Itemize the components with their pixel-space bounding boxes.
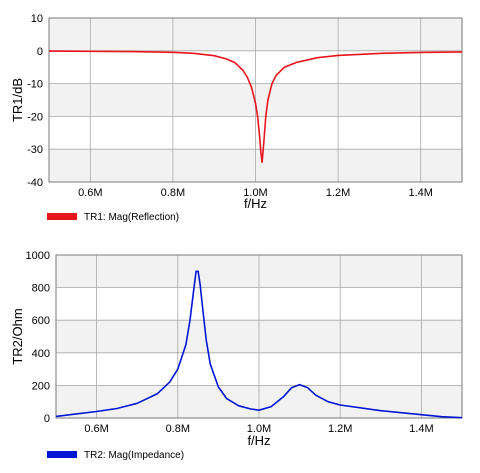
x-tick-label: 1.4M [408, 187, 432, 199]
x-tick-label: 1.2M [326, 187, 350, 199]
x-tick-label: 1.2M [328, 423, 352, 435]
y-tick-label: -40 [27, 177, 43, 189]
x-tick-label: 1.0M [247, 423, 271, 435]
x-tick-label: 0.6M [78, 187, 102, 199]
y-tick-label: 0 [44, 413, 50, 425]
x-tick-label: 0.8M [166, 423, 190, 435]
x-tick-label: 0.6M [84, 423, 108, 435]
plot-frame [55, 254, 463, 419]
series-line [48, 50, 463, 164]
y-tick-label: 10 [31, 13, 43, 25]
y-axis-label: TR2/Ohm [10, 308, 25, 364]
legend-swatch [47, 213, 77, 220]
y-tick-label: -20 [27, 111, 43, 123]
x-tick-label: 1.0M [243, 187, 267, 199]
series-line [55, 270, 463, 419]
y-tick-label: 0 [37, 46, 43, 58]
x-axis-label: f/Hz [247, 433, 270, 448]
legend-label: TR1: Mag(Reflection) [84, 212, 179, 223]
y-axis-label: TR1/dB [10, 78, 25, 122]
y-tick-label: -10 [27, 79, 43, 91]
y-tick-label: 1000 [26, 250, 50, 262]
impedance-chart: 1000 800 600 400 200 0 0.6M 0.8M 1.0M 1.2M 1.4M f/H… [10, 250, 463, 461]
x-axis-label: f/Hz [244, 196, 267, 211]
x-tick-label: 0.8M [161, 187, 185, 199]
legend-label: TR2: Mag(Impedance) [84, 450, 184, 461]
y-tick-label: -30 [27, 144, 43, 156]
x-tick-label: 1.4M [409, 423, 433, 435]
plot-frame [48, 17, 463, 183]
y-tick-label: 600 [32, 315, 50, 327]
y-tick-label: 400 [32, 348, 50, 360]
y-tick-label: 800 [32, 283, 50, 295]
legend-swatch [47, 451, 77, 458]
reflection-chart: 10 0 -10 -20 -30 -40 0.6M 0.8M 1.0M 1.2M 1.4M f/Hz T… [10, 13, 463, 223]
y-tick-label: 200 [32, 380, 50, 392]
